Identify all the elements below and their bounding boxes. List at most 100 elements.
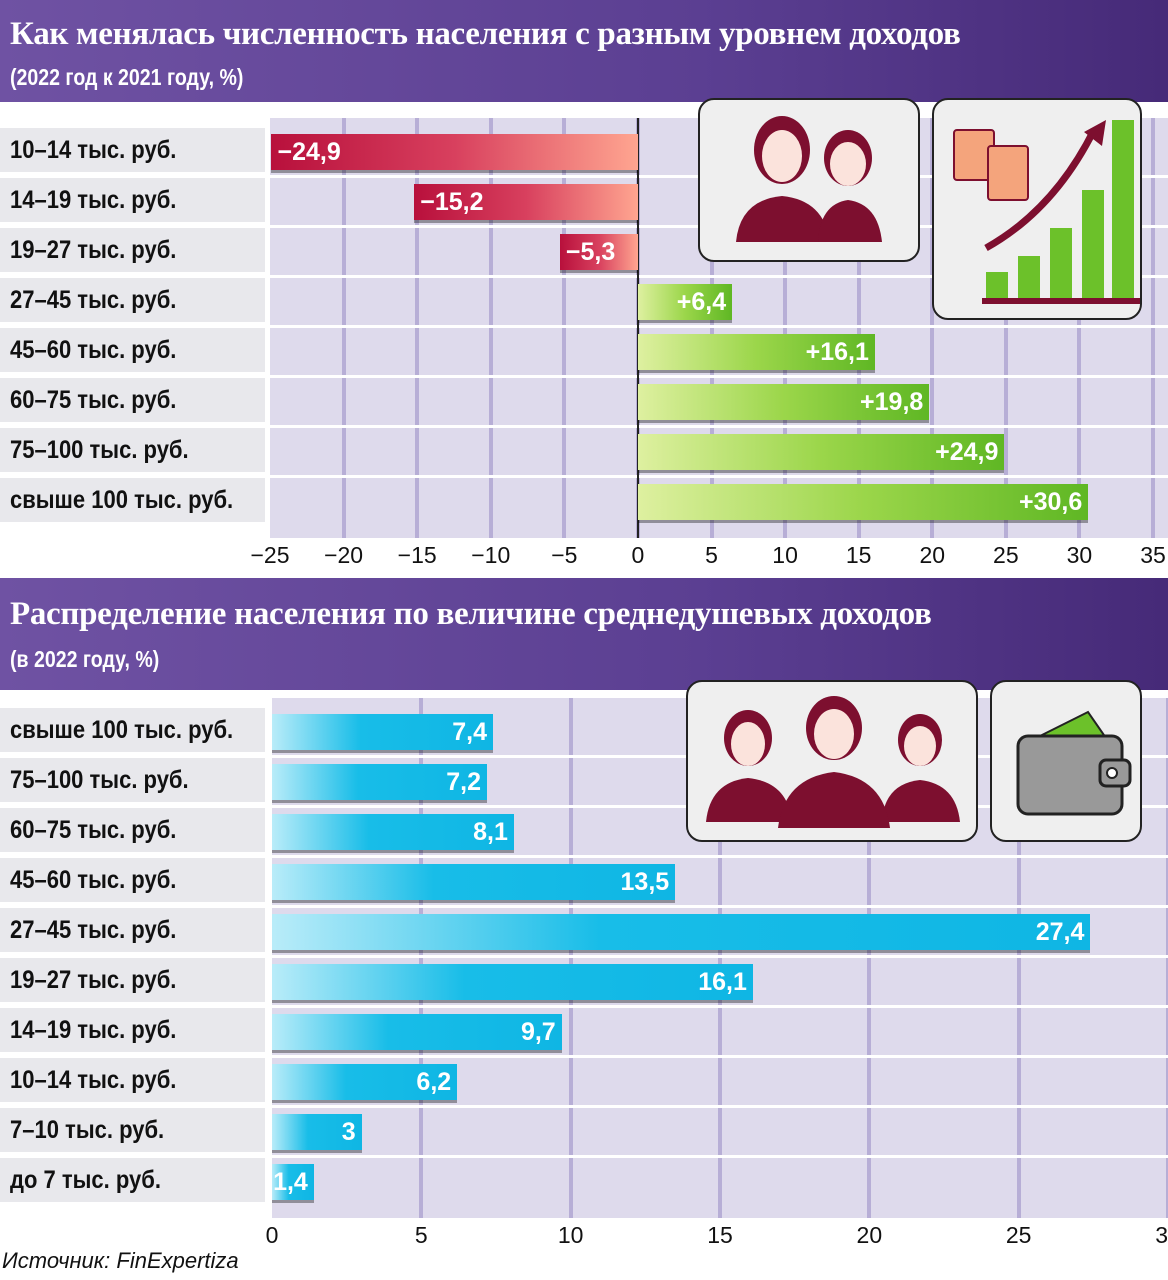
gridline [341,118,346,538]
bar [637,284,733,320]
value-label: +24,9 [935,438,999,466]
gridline [1003,118,1008,538]
value-label: 7,2 [446,768,482,796]
bar [637,384,930,420]
category-label: 7–10 тыс. руб. [0,1108,265,1152]
x-tick-label: 20 [919,542,946,568]
gridline [562,118,567,538]
gridline [1016,698,1021,1218]
category-label: 60–75 тыс. руб. [0,378,265,422]
value-label: +30,6 [1018,488,1083,516]
money-growth-chart-icon [932,98,1142,320]
x-tick-label: 15 [845,542,872,568]
x-tick-label: −20 [324,542,364,568]
bar [272,764,488,800]
category-label-text: 19–27 тыс. руб. [10,966,177,994]
row-divider [272,1005,1168,1008]
chart-2-title: Распределение населения по величине сред… [10,596,932,632]
x-tick-label: 0 [265,1222,279,1248]
value-label: 9,7 [520,1018,556,1046]
value-label: 27,4 [1035,918,1085,946]
category-label: 27–45 тыс. руб. [0,908,265,952]
category-label: 10–14 тыс. руб. [0,1058,265,1102]
bar [272,964,753,1000]
x-tick-label: −15 [397,542,437,568]
value-label: 3 [341,1118,356,1146]
category-label: 19–27 тыс. руб. [0,228,265,272]
row-divider [272,905,1168,908]
bar [637,484,1089,520]
category-label-text: 27–45 тыс. руб. [10,286,177,314]
x-tick-label: 30 [1155,1222,1168,1248]
x-tick-label: 25 [993,542,1019,568]
x-tick-label: 10 [772,542,798,568]
category-label-text: 60–75 тыс. руб. [10,816,177,844]
category-label: 75–100 тыс. руб. [0,758,265,802]
category-label-text: 27–45 тыс. руб. [10,916,177,944]
gridline [568,698,573,1218]
gridline [1077,118,1082,538]
category-label-text: свыше 100 тыс. руб. [10,716,234,744]
chart-1-title: Как менялась численность населения с раз… [10,16,961,52]
source-note: Источник: FinExpertiza [2,1248,239,1273]
bar [272,714,493,750]
value-label: −24,9 [277,138,341,166]
gridline [867,698,872,1218]
value-label: +6,4 [676,288,727,316]
value-label: +16,1 [805,338,869,366]
row-divider [272,855,1168,858]
bar [559,234,638,270]
x-tick-label: 30 [1066,542,1093,568]
gridline [783,118,788,538]
bar [272,1064,458,1100]
category-label: 75–100 тыс. руб. [0,428,265,472]
row-divider [270,275,1168,278]
value-label: −5,3 [565,238,616,266]
bar [272,814,514,850]
category-label: 10–14 тыс. руб. [0,128,265,172]
category-label: 19–27 тыс. руб. [0,958,265,1002]
gridline [709,118,714,538]
chart-2-subtitle: (в 2022 году, %) [10,646,160,672]
value-label: 16,1 [698,968,747,996]
row-divider [270,375,1168,378]
category-label: 14–19 тыс. руб. [0,1008,265,1052]
gridline [718,698,722,1218]
category-label: 45–60 тыс. руб. [0,858,265,902]
x-tick-label: 0 [631,542,645,568]
row-divider [272,1105,1168,1108]
category-label-text: 45–60 тыс. руб. [10,866,177,894]
bar [272,1014,562,1050]
category-label-text: 7–10 тыс. руб. [10,1116,165,1144]
x-tick-label: 25 [1005,1222,1032,1248]
category-label-text: 60–75 тыс. руб. [10,386,177,414]
row-divider [270,325,1168,328]
gridline [930,118,935,538]
bar [637,334,875,370]
x-tick-label: −10 [471,542,511,568]
row-divider [272,1055,1168,1058]
category-label-text: свыше 100 тыс. руб. [10,486,234,514]
category-label: 45–60 тыс. руб. [0,328,265,372]
row-divider [270,475,1168,478]
gridline [419,698,424,1218]
people-couple-icon [698,98,920,262]
category-label-text: 45–60 тыс. руб. [10,336,177,364]
bar [272,914,1091,950]
x-tick-label: 15 [707,1222,733,1248]
category-label-text: 75–100 тыс. руб. [10,436,189,464]
category-label: свыше 100 тыс. руб. [0,708,265,752]
bar [272,864,676,900]
x-tick-label: 5 [705,542,718,568]
x-tick-label: −5 [551,542,578,568]
row-divider [272,955,1168,958]
category-label-text: 10–14 тыс. руб. [10,1066,177,1094]
x-tick-label: −25 [250,542,290,568]
bar [272,1114,362,1150]
value-label: +19,8 [860,388,924,416]
value-label: 7,4 [452,718,488,746]
value-label: −15,2 [420,188,484,216]
gridline [1166,698,1168,1218]
gridline [856,118,861,538]
value-label: 13,5 [620,868,670,896]
